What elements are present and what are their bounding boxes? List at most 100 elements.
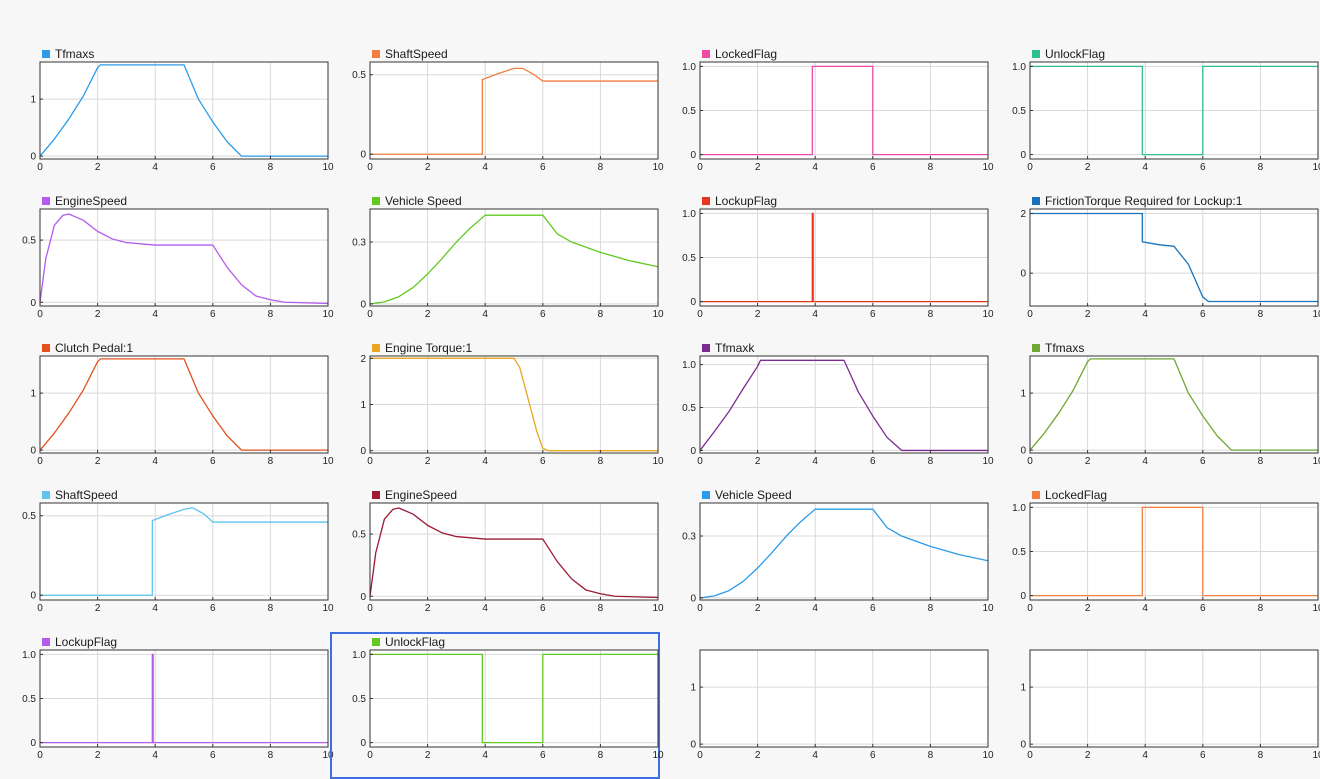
scope-panel[interactable]: Engine Torque:1 0 2 4 6 8 10 0 1 2 — [330, 338, 664, 485]
x-tick-label: 8 — [268, 603, 274, 614]
x-tick-label: 8 — [1258, 309, 1264, 320]
scope-panel[interactable]: EngineSpeed 0 2 4 6 8 10 0 0.5 — [330, 485, 664, 632]
scope-panel[interactable]: Tfmaxs 0 2 4 6 8 10 0 1 — [0, 44, 334, 191]
x-tick-label: 6 — [870, 603, 876, 614]
y-tick-label: 0 — [30, 298, 36, 309]
plot-area[interactable]: 0 2 4 6 8 10 0 0.5 1.0 — [660, 191, 994, 338]
plot-area[interactable]: 0 2 4 6 8 10 0 0.5 — [330, 44, 664, 191]
series-line — [700, 212, 988, 303]
plot-area[interactable]: 0 2 4 6 8 10 0 0.5 1.0 — [990, 44, 1320, 191]
x-tick-label: 0 — [37, 603, 43, 614]
legend-swatch — [1032, 50, 1040, 58]
series-line — [699, 508, 989, 599]
x-tick-label: 6 — [210, 309, 216, 320]
x-tick-label: 8 — [928, 309, 934, 320]
scope-panel[interactable]: LockedFlag 0 2 4 6 8 10 0 0.5 1.0 — [990, 485, 1320, 632]
plot-area[interactable]: 0 2 4 6 8 10 0 0.5 — [0, 191, 334, 338]
x-tick-label: 6 — [1200, 309, 1206, 320]
y-tick-label: 1 — [1020, 389, 1026, 400]
scope-panel[interactable]: LockupFlag 0 2 4 6 8 10 0 0.5 1.0 — [0, 632, 334, 779]
plot-area[interactable]: 0 2 4 6 8 10 0 0.5 1.0 — [660, 338, 994, 485]
x-tick-label: 4 — [1142, 309, 1148, 320]
plot-area[interactable]: 0 2 4 6 8 10 0 0.5 1.0 — [660, 44, 994, 191]
series-line — [370, 67, 658, 155]
plot-area[interactable]: 0 2 4 6 8 10 0 0.3 — [660, 485, 994, 632]
y-tick-label: 0 — [1020, 269, 1026, 280]
x-tick-label: 4 — [152, 750, 158, 761]
x-tick-label: 6 — [540, 309, 546, 320]
x-tick-label: 10 — [652, 309, 664, 320]
x-tick-label: 10 — [322, 162, 334, 173]
plot-area[interactable]: 0 2 4 6 8 10 0 1 2 — [330, 338, 664, 485]
scope-panel[interactable]: Clutch Pedal:1 0 2 4 6 8 10 0 1 — [0, 338, 334, 485]
scope-panel[interactable]: EngineSpeed 0 2 4 6 8 10 0 0.5 — [0, 191, 334, 338]
plot-area[interactable]: 0 2 4 6 8 10 0 0.5 — [0, 485, 334, 632]
x-tick-label: 8 — [1258, 162, 1264, 173]
x-tick-label: 4 — [812, 603, 818, 614]
series-line — [39, 213, 329, 305]
x-tick-label: 2 — [425, 603, 431, 614]
y-tick-label: 0.5 — [22, 236, 36, 247]
scope-panel[interactable]: LockedFlag 0 2 4 6 8 10 0 0.5 1.0 — [660, 44, 994, 191]
plot-area[interactable]: 0 2 4 6 8 10 0 1 — [0, 44, 334, 191]
legend: LockedFlag — [1032, 488, 1107, 502]
y-tick-label: 0.5 — [22, 694, 36, 705]
series-line — [369, 507, 659, 599]
plot-area[interactable]: 0 2 4 6 8 10 0 1 — [660, 632, 994, 779]
scope-panel[interactable]: Vehicle Speed 0 2 4 6 8 10 0 0.3 — [660, 485, 994, 632]
y-tick-label: 0 — [30, 152, 36, 163]
x-tick-label: 6 — [870, 309, 876, 320]
legend: LockupFlag — [42, 635, 117, 649]
x-tick-label: 10 — [322, 603, 334, 614]
series-line — [370, 653, 658, 744]
axes-box — [699, 355, 989, 454]
plot-area[interactable]: 0 2 4 6 8 10 0 2 — [990, 191, 1320, 338]
scope-panel[interactable]: Tfmaxk 0 2 4 6 8 10 0 0.5 1.0 — [660, 338, 994, 485]
y-tick-label: 1 — [690, 683, 696, 694]
legend: Vehicle Speed — [372, 194, 462, 208]
x-tick-label: 6 — [210, 750, 216, 761]
plot-area[interactable]: 0 2 4 6 8 10 0 0.5 1.0 — [990, 485, 1320, 632]
plot-area[interactable]: 0 2 4 6 8 10 0 1 — [990, 338, 1320, 485]
scope-panel[interactable]: 0 2 4 6 8 10 0 1 — [660, 632, 994, 779]
scope-panel[interactable]: UnlockFlag 0 2 4 6 8 10 0 0.5 1.0 — [330, 632, 664, 779]
scope-panel[interactable]: UnlockFlag 0 2 4 6 8 10 0 0.5 1.0 — [990, 44, 1320, 191]
y-tick-label: 1.0 — [352, 650, 366, 661]
x-tick-label: 6 — [540, 162, 546, 173]
scope-panel[interactable]: Vehicle Speed 0 2 4 6 8 10 0 0.3 — [330, 191, 664, 338]
x-tick-label: 0 — [37, 750, 43, 761]
x-tick-label: 0 — [697, 750, 703, 761]
x-tick-label: 8 — [268, 456, 274, 467]
x-tick-label: 8 — [598, 603, 604, 614]
axes-background — [40, 209, 328, 306]
plot-area[interactable]: 0 2 4 6 8 10 0 1 — [0, 338, 334, 485]
x-tick-label: 4 — [812, 750, 818, 761]
y-tick-label: 0 — [30, 738, 36, 749]
x-tick-label: 2 — [425, 309, 431, 320]
plot-area[interactable]: 0 2 4 6 8 10 0 1 — [990, 632, 1320, 779]
y-tick-label: 1 — [1020, 683, 1026, 694]
scope-panel[interactable]: 0 2 4 6 8 10 0 1 — [990, 632, 1320, 779]
plot-area[interactable]: 0 2 4 6 8 10 0 0.5 — [330, 485, 664, 632]
plot-area[interactable]: 0 2 4 6 8 10 0 0.5 1.0 — [330, 632, 664, 779]
x-tick-label: 2 — [755, 603, 761, 614]
x-tick-label: 6 — [540, 456, 546, 467]
legend-label: LockupFlag — [715, 194, 778, 208]
plot-area[interactable]: 0 2 4 6 8 10 0 0.5 1.0 — [0, 632, 334, 779]
y-tick-label: 0 — [360, 446, 366, 457]
axes-box — [699, 502, 989, 601]
scope-panel[interactable]: FrictionTorque Required for Lockup:1 0 2 4 6… — [990, 191, 1320, 338]
scope-panel[interactable]: ShaftSpeed 0 2 4 6 8 10 0 0.5 — [330, 44, 664, 191]
legend: ShaftSpeed — [42, 488, 118, 502]
y-tick-label: 2 — [1020, 209, 1026, 220]
scope-panel[interactable]: ShaftSpeed 0 2 4 6 8 10 0 0.5 — [0, 485, 334, 632]
scope-panel[interactable]: LockupFlag 0 2 4 6 8 10 0 0.5 1.0 — [660, 191, 994, 338]
legend-label: Clutch Pedal:1 — [55, 341, 134, 355]
y-tick-label: 1.0 — [22, 650, 36, 661]
scope-panel[interactable]: Tfmaxs 0 2 4 6 8 10 0 1 — [990, 338, 1320, 485]
axes-background — [370, 62, 658, 159]
x-tick-label: 10 — [652, 456, 664, 467]
x-tick-label: 6 — [870, 750, 876, 761]
plot-area[interactable]: 0 2 4 6 8 10 0 0.3 — [330, 191, 664, 338]
